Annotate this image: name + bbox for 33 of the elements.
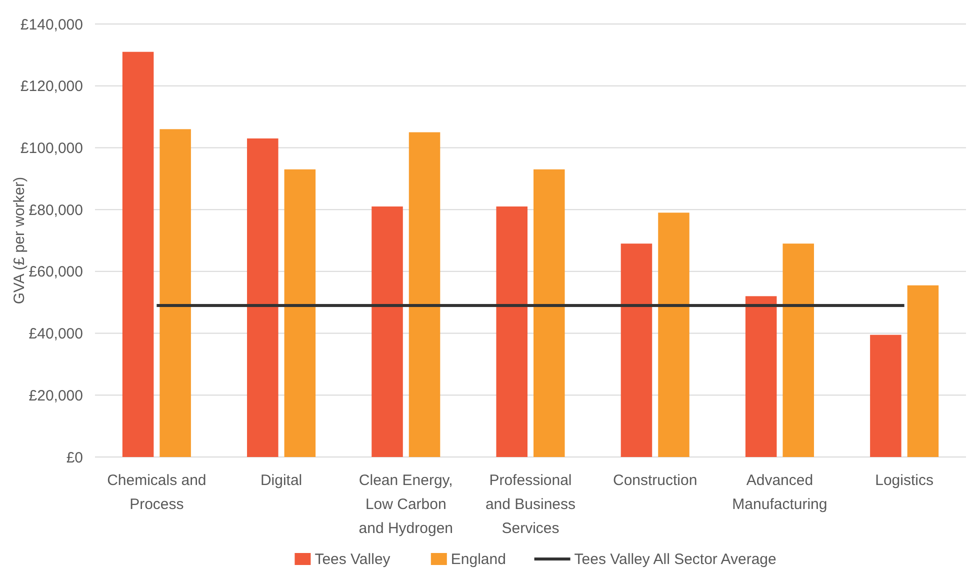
y-axis-title: GVA (£ per worker) [11,176,28,304]
y-tick-label: £0 [66,449,83,466]
bar [160,129,191,457]
bar [870,334,902,457]
bar [122,52,154,457]
x-tick-label: Professional and Business Services [485,472,576,537]
y-tick-label: £20,000 [28,387,83,404]
x-tick-label: Digital [260,472,302,489]
y-tick-label: £80,000 [28,202,83,219]
bar [745,296,777,457]
x-tick-label: Construction [612,472,698,489]
bar [372,206,403,457]
y-tick-label: £40,000 [28,326,83,343]
bar [658,212,690,457]
legend-label: Tees Valley [314,551,391,568]
x-tick-label: Advanced Manufacturing [732,472,828,513]
y-tick-label: £120,000 [20,78,83,96]
x-tick-label: Chemicals and Process [107,472,206,513]
bar [534,169,565,457]
bar [408,132,440,457]
bar [247,138,278,457]
legend-label: Tees Valley All Sector Average [574,551,776,568]
y-tick-label: £140,000 [20,16,83,34]
bar [782,244,814,457]
y-tick-label: £100,000 [20,140,83,157]
legend-label: England [450,551,506,568]
x-tick-label: Logistics [875,472,934,489]
y-tick-label: £60,000 [28,264,83,281]
x-tick-label: Clean Energy, Low Carbon and Hydrogen [358,472,454,537]
bar [620,244,652,457]
bar [284,169,316,457]
bar [496,206,528,457]
bar [907,285,939,457]
